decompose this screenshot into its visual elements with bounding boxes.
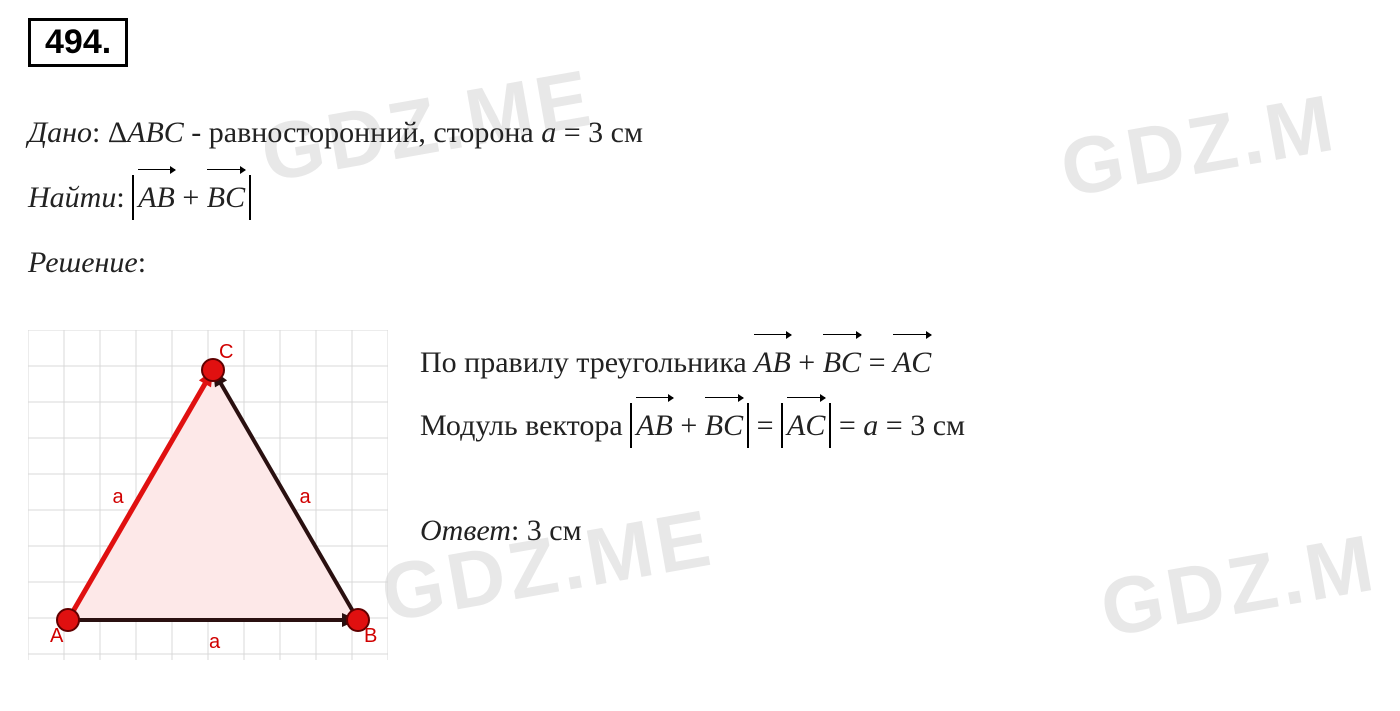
vec-ab-1: AB (138, 175, 175, 220)
modulus-result: = 3 см (878, 409, 965, 442)
plus-3: + (673, 409, 705, 442)
given-label: Дано (28, 116, 92, 149)
find-abs: AB + BC (132, 175, 251, 220)
vec-bc-1: BC (207, 175, 245, 220)
vec-ac-1: AC (893, 340, 931, 385)
var-a: a (863, 409, 878, 442)
solution-label-line: Решение: (28, 240, 643, 285)
solution-text: По правилу треугольника AB + BC = AC Мод… (420, 340, 965, 571)
find-line: Найти: AB + BC (28, 175, 643, 220)
watermark-2: GDZ.M (1054, 77, 1343, 216)
given-var: a (541, 116, 556, 149)
diagram-svg: A B Ca a a (28, 330, 388, 660)
modulus-text: Модуль вектора (420, 409, 630, 442)
plus-1: + (175, 181, 207, 214)
svg-text:C: C (219, 341, 233, 363)
problem-number: 494. (28, 18, 128, 67)
modulus-line: Модуль вектора AB + BC = AC = a = 3 см (420, 403, 965, 448)
given-line: Дано: ΔABC - равносторонний, сторона a =… (28, 110, 643, 155)
svg-text:A: A (50, 625, 64, 647)
find-label: Найти (28, 181, 116, 214)
solution-label: Решение (28, 246, 138, 279)
given-triangle: ABC (127, 116, 184, 149)
given-text-1: : Δ (92, 116, 127, 149)
triangle-diagram: A B Ca a a (28, 330, 388, 660)
eq-2: = (749, 409, 781, 442)
svg-text:a: a (300, 486, 312, 508)
vec-ab-2: AB (754, 340, 791, 385)
plus-2: + (791, 346, 823, 379)
eq-3: = (831, 409, 863, 442)
given-eq: = 3 см (556, 116, 643, 149)
svg-text:a: a (113, 486, 125, 508)
svg-text:a: a (209, 631, 221, 653)
svg-text:B: B (364, 625, 377, 647)
answer-label: Ответ (420, 514, 511, 547)
given-text-2: - равносторонний, сторона (184, 116, 541, 149)
modulus-abs-2: AC (781, 403, 831, 448)
vec-ab-3: AB (636, 403, 673, 448)
watermark-4: GDZ.M (1094, 517, 1383, 656)
find-colon: : (116, 181, 132, 214)
solution-colon: : (138, 246, 146, 279)
triangle-fill (68, 370, 358, 620)
eq-1: = (861, 346, 893, 379)
answer-text: : 3 см (511, 514, 582, 547)
vec-bc-2: BC (823, 340, 861, 385)
modulus-abs-1: AB + BC (630, 403, 749, 448)
rule-text: По правилу треугольника (420, 346, 754, 379)
rule-line: По правилу треугольника AB + BC = AC (420, 340, 965, 385)
vec-ac-2: AC (787, 403, 825, 448)
vec-bc-3: BC (705, 403, 743, 448)
answer-line: Ответ: 3 см (420, 508, 965, 553)
problem-content: Дано: ΔABC - равносторонний, сторона a =… (28, 110, 643, 305)
